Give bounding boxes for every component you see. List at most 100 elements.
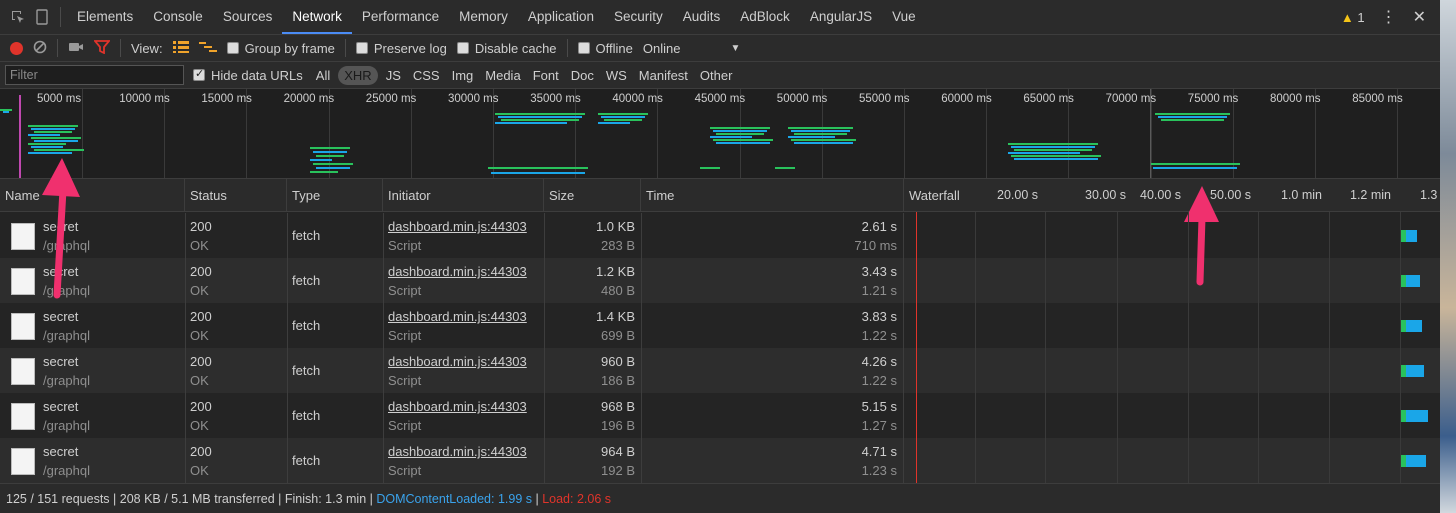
filter-type-other[interactable]: Other (699, 67, 733, 83)
device-toolbar-icon[interactable] (30, 5, 54, 29)
initiator-cell: dashboard.min.js:44303 Script (383, 303, 544, 348)
filter-type-all[interactable]: All (315, 67, 331, 83)
inspect-element-icon[interactable] (6, 5, 30, 29)
initiator-link[interactable]: dashboard.min.js:44303 (388, 219, 527, 234)
throttling-select[interactable]: Online ▼ (643, 41, 740, 56)
chevron-down-icon: ▼ (730, 42, 741, 54)
size-cell: 1.4 KB 699 B (544, 303, 641, 348)
filter-type-doc[interactable]: Doc (570, 67, 594, 83)
filter-type-css[interactable]: CSS (412, 67, 440, 83)
request-path: /graphql (43, 238, 90, 253)
tab-sources[interactable]: Sources (222, 9, 273, 24)
close-icon[interactable]: ✕ (1412, 9, 1426, 26)
screenshot-camera-icon[interactable] (68, 41, 84, 56)
overview-waterfall-icon[interactable] (198, 41, 217, 56)
overview-gridline (1315, 89, 1316, 178)
preserve-log-checkbox[interactable]: Preserve log (355, 41, 447, 56)
filter-type-ws[interactable]: WS (605, 67, 627, 83)
waterfall-download-bar (1406, 410, 1428, 422)
table-row[interactable]: secret /graphql 200 OK fetch dashboard.m… (0, 303, 1440, 348)
waterfall-tick-label: 1.3 (1420, 188, 1438, 202)
overview-request-bar (1008, 152, 1080, 154)
overview-gridline (657, 89, 659, 178)
tab-application[interactable]: Application (527, 9, 594, 24)
overview-request-bar (604, 119, 642, 121)
column-waterfall[interactable]: Waterfall (909, 188, 960, 203)
table-row[interactable]: secret /graphql 200 OK fetch dashboard.m… (0, 438, 1440, 483)
filter-type-img[interactable]: Img (451, 67, 474, 83)
status-cell: 200 OK (185, 213, 287, 258)
request-type: fetch (292, 408, 321, 423)
filter-type-font[interactable]: Font (532, 67, 559, 83)
overview-request-bar (791, 130, 850, 132)
table-row[interactable]: secret /graphql 200 OK fetch dashboard.m… (0, 393, 1440, 438)
column-name[interactable]: Name (0, 179, 185, 212)
tab-vue[interactable]: Vue (892, 9, 916, 24)
tab-audits[interactable]: Audits (682, 9, 721, 24)
warning-indicator[interactable]: ▲ 1 (1341, 10, 1365, 25)
tab-performance[interactable]: Performance (361, 9, 440, 24)
type-cell: fetch (287, 258, 383, 303)
total-time: 4.71 s (861, 444, 897, 459)
initiator-link[interactable]: dashboard.min.js:44303 (388, 309, 527, 324)
waterfall-tick-label: 1.2 min (1350, 188, 1391, 202)
disable-cache-checkbox[interactable]: Disable cache (456, 41, 557, 56)
overview-gridline (1068, 89, 1070, 178)
offline-checkbox[interactable]: Offline (577, 41, 633, 56)
initiator-link[interactable]: dashboard.min.js:44303 (388, 444, 527, 459)
filter-type-media[interactable]: Media (485, 67, 521, 83)
tab-console[interactable]: Console (153, 9, 203, 24)
initiator-link[interactable]: dashboard.min.js:44303 (388, 399, 527, 414)
overview-request-bar (0, 109, 12, 111)
column-time[interactable]: Time (641, 179, 904, 212)
view-label: View: (131, 40, 163, 56)
status-cell: 200 OK (185, 438, 287, 483)
record-button[interactable] (10, 41, 23, 55)
tab-angularjs[interactable]: AngularJS (809, 9, 873, 24)
column-type[interactable]: Type (287, 179, 383, 212)
tab-memory[interactable]: Memory (459, 9, 508, 24)
overview-request-bar (716, 142, 770, 144)
large-rows-icon[interactable] (172, 40, 189, 56)
overview-request-bar (601, 116, 645, 118)
request-name: secret (43, 444, 79, 459)
filter-type-xhr[interactable]: XHR (338, 65, 378, 85)
overview-timeline[interactable]: 5000 ms 10000 ms 15000 ms 20000 ms 25000 ms 3… (0, 89, 1440, 179)
tab-elements[interactable]: Elements (77, 9, 134, 24)
total-time: 2.61 s (861, 219, 897, 234)
overview-request-bar (1158, 116, 1227, 118)
status-code: 200 (190, 444, 212, 459)
more-menu-icon[interactable]: ⋮ (1380, 9, 1397, 26)
overview-tick-label: 70000 ms (1105, 93, 1157, 105)
tab-adblock[interactable]: AdBlock (740, 9, 790, 24)
filter-type-js[interactable]: JS (385, 67, 401, 83)
tab-network[interactable]: Network (282, 0, 352, 34)
overview-request-bar (28, 152, 72, 154)
waterfall-download-bar (1406, 275, 1420, 287)
overview-request-bar (495, 122, 567, 124)
filter-input[interactable] (5, 65, 184, 85)
overview-request-bar (501, 119, 579, 121)
size-cell: 1.0 KB 283 B (544, 213, 641, 258)
group-by-frame-checkbox[interactable]: Group by frame (226, 41, 335, 56)
overview-request-bar (28, 125, 78, 127)
request-type: fetch (292, 318, 321, 333)
initiator-link[interactable]: dashboard.min.js:44303 (388, 354, 527, 369)
column-size[interactable]: Size (544, 179, 641, 212)
table-row[interactable]: secret /graphql 200 OK fetch dashboard.m… (0, 348, 1440, 393)
status-code: 200 (190, 309, 212, 324)
overview-tick-label: 75000 ms (1187, 93, 1239, 105)
tab-security[interactable]: Security (613, 9, 663, 24)
initiator-link[interactable]: dashboard.min.js:44303 (388, 264, 527, 279)
filter-type-manifest[interactable]: Manifest (638, 67, 688, 83)
column-initiator[interactable]: Initiator (383, 179, 544, 212)
clear-icon[interactable] (33, 40, 47, 57)
hide-data-urls-checkbox[interactable]: Hide data URLs (193, 67, 303, 83)
filter-funnel-icon[interactable] (93, 39, 111, 57)
overview-gridline (82, 89, 83, 178)
overview-tick-label: 10000 ms (119, 93, 170, 105)
column-status[interactable]: Status (185, 179, 287, 212)
overview-request-bar (598, 113, 648, 115)
overview-gridline (904, 89, 905, 178)
overview-gridline (410, 89, 412, 178)
